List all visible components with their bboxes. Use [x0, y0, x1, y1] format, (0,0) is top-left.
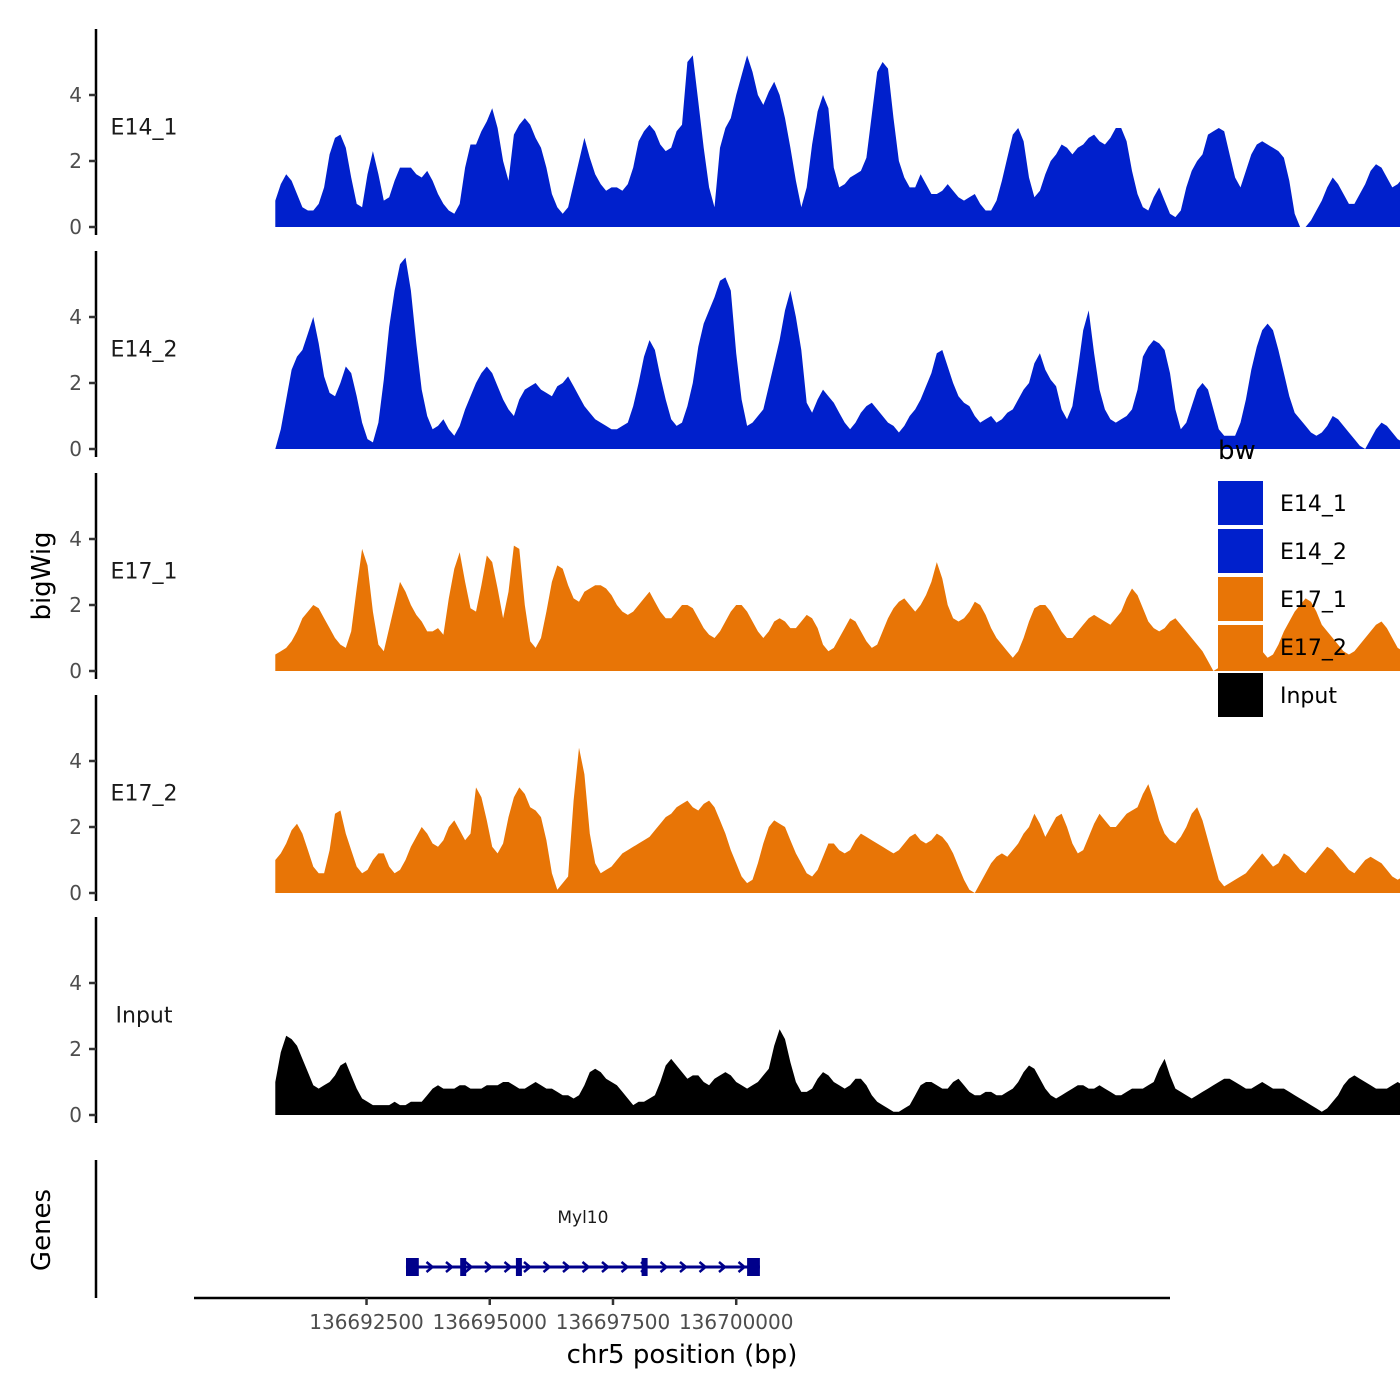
x-tick-label: 136695000 — [432, 1310, 547, 1334]
legend-swatch — [1218, 481, 1263, 525]
genes-panel-title: Genes — [27, 1189, 57, 1271]
strand-chevron — [601, 1261, 610, 1273]
strand-chevron — [679, 1261, 688, 1273]
y-tick-label: 2 — [69, 149, 82, 173]
y-tick-label: 4 — [69, 527, 82, 551]
strand-chevron — [425, 1261, 435, 1273]
x-axis: 136692500 136695000 136697500 136700000 chr… — [194, 1296, 1170, 1370]
coverage-area-e17-2 — [275, 747, 1400, 893]
legend-entry-e17-1: E17_1 — [1218, 577, 1347, 621]
gene-exon — [406, 1258, 419, 1276]
strand-chevron — [698, 1261, 708, 1273]
strand-chevron — [737, 1261, 747, 1273]
track-e14-1: 0 2 4 E14_1 — [69, 29, 1400, 239]
y-tick-label: 0 — [69, 215, 82, 239]
y-tick-label: 0 — [69, 1103, 82, 1127]
track-label: E17_2 — [111, 782, 178, 807]
legend-label: E14_1 — [1280, 492, 1347, 517]
legend-swatch — [1218, 625, 1263, 669]
gene-exon — [641, 1258, 648, 1276]
y-tick-label: 2 — [69, 371, 82, 395]
strand-chevron — [562, 1261, 571, 1273]
legend-label: Input — [1280, 684, 1337, 709]
coverage-area-e14-1 — [275, 55, 1400, 227]
track-label: E14_2 — [111, 338, 178, 363]
legend-swatch — [1218, 529, 1263, 573]
legend-swatch — [1218, 577, 1263, 621]
legend-entry-e14-2: E14_2 — [1218, 529, 1347, 573]
legend-label: E17_1 — [1280, 588, 1347, 613]
strand-chevron — [542, 1261, 552, 1273]
legend-label: E17_2 — [1280, 636, 1347, 661]
legend-title: bw — [1218, 436, 1256, 466]
legend-entry-input: Input — [1218, 673, 1337, 717]
y-axis-title: bigWig — [27, 531, 57, 620]
y-tick-label: 2 — [69, 1037, 82, 1061]
strand-chevron — [718, 1261, 727, 1273]
legend-entry-e14-1: E14_1 — [1218, 481, 1347, 525]
legend: bw E14_1 E14_2 E17_1 E17_2 Input — [1218, 436, 1347, 717]
strand-chevron — [523, 1261, 532, 1273]
strand-chevron — [503, 1261, 513, 1273]
strand-chevron — [581, 1261, 591, 1273]
legend-label: E14_2 — [1280, 540, 1347, 565]
legend-swatch — [1218, 673, 1263, 717]
x-tick-label: 136692500 — [309, 1310, 424, 1334]
x-tick-label: 136700000 — [679, 1310, 794, 1334]
gene-model-myl10: Myl10 — [405, 1208, 760, 1276]
y-tick-label: 4 — [69, 83, 82, 107]
x-axis-ticks: 136692500 136695000 136697500 136700000 — [309, 1298, 793, 1334]
gene-name-label: Myl10 — [557, 1208, 608, 1228]
track-label: E14_1 — [111, 116, 178, 141]
y-tick-label: 4 — [69, 749, 82, 773]
bigwig-tracks: 0 2 4 E14_1 0 2 4 E14_2 0 2 4 E17_1 0 2 4 E17_2 0 2 4 Input — [69, 29, 1400, 1127]
gene-exon — [747, 1258, 760, 1276]
strand-chevron — [445, 1261, 454, 1273]
coverage-area-e14-2 — [275, 257, 1400, 449]
legend-entry-e17-2: E17_2 — [1218, 625, 1347, 669]
y-tick-label: 2 — [69, 815, 82, 839]
x-tick-label: 136697500 — [556, 1310, 671, 1334]
track-input: 0 2 4 Input — [69, 917, 1400, 1127]
y-tick-label: 0 — [69, 881, 82, 905]
x-axis-title: chr5 position (bp) — [567, 1340, 798, 1370]
gene-exon — [515, 1258, 522, 1276]
coverage-area-e17-1 — [275, 545, 1400, 671]
y-tick-label: 4 — [69, 971, 82, 995]
strand-chevron — [484, 1261, 493, 1273]
y-tick-label: 4 — [69, 305, 82, 329]
y-tick-label: 0 — [69, 659, 82, 683]
y-tick-label: 0 — [69, 437, 82, 461]
strand-chevron — [659, 1261, 669, 1273]
y-tick-label: 2 — [69, 593, 82, 617]
strand-chevron — [464, 1261, 474, 1273]
coverage-area-input — [275, 1029, 1400, 1115]
legend-entries: E14_1 E14_2 E17_1 E17_2 Input — [1218, 481, 1347, 717]
track-e17-1: 0 2 4 E17_1 — [69, 473, 1400, 683]
track-e14-2: 0 2 4 E14_2 — [69, 251, 1400, 461]
gene-exon — [460, 1258, 467, 1276]
genes-panel: Genes Myl10 — [27, 1160, 760, 1298]
track-label: E17_1 — [111, 560, 178, 585]
track-e17-2: 0 2 4 E17_2 — [69, 695, 1400, 905]
track-label: Input — [116, 1004, 173, 1029]
strand-chevron — [620, 1261, 630, 1273]
